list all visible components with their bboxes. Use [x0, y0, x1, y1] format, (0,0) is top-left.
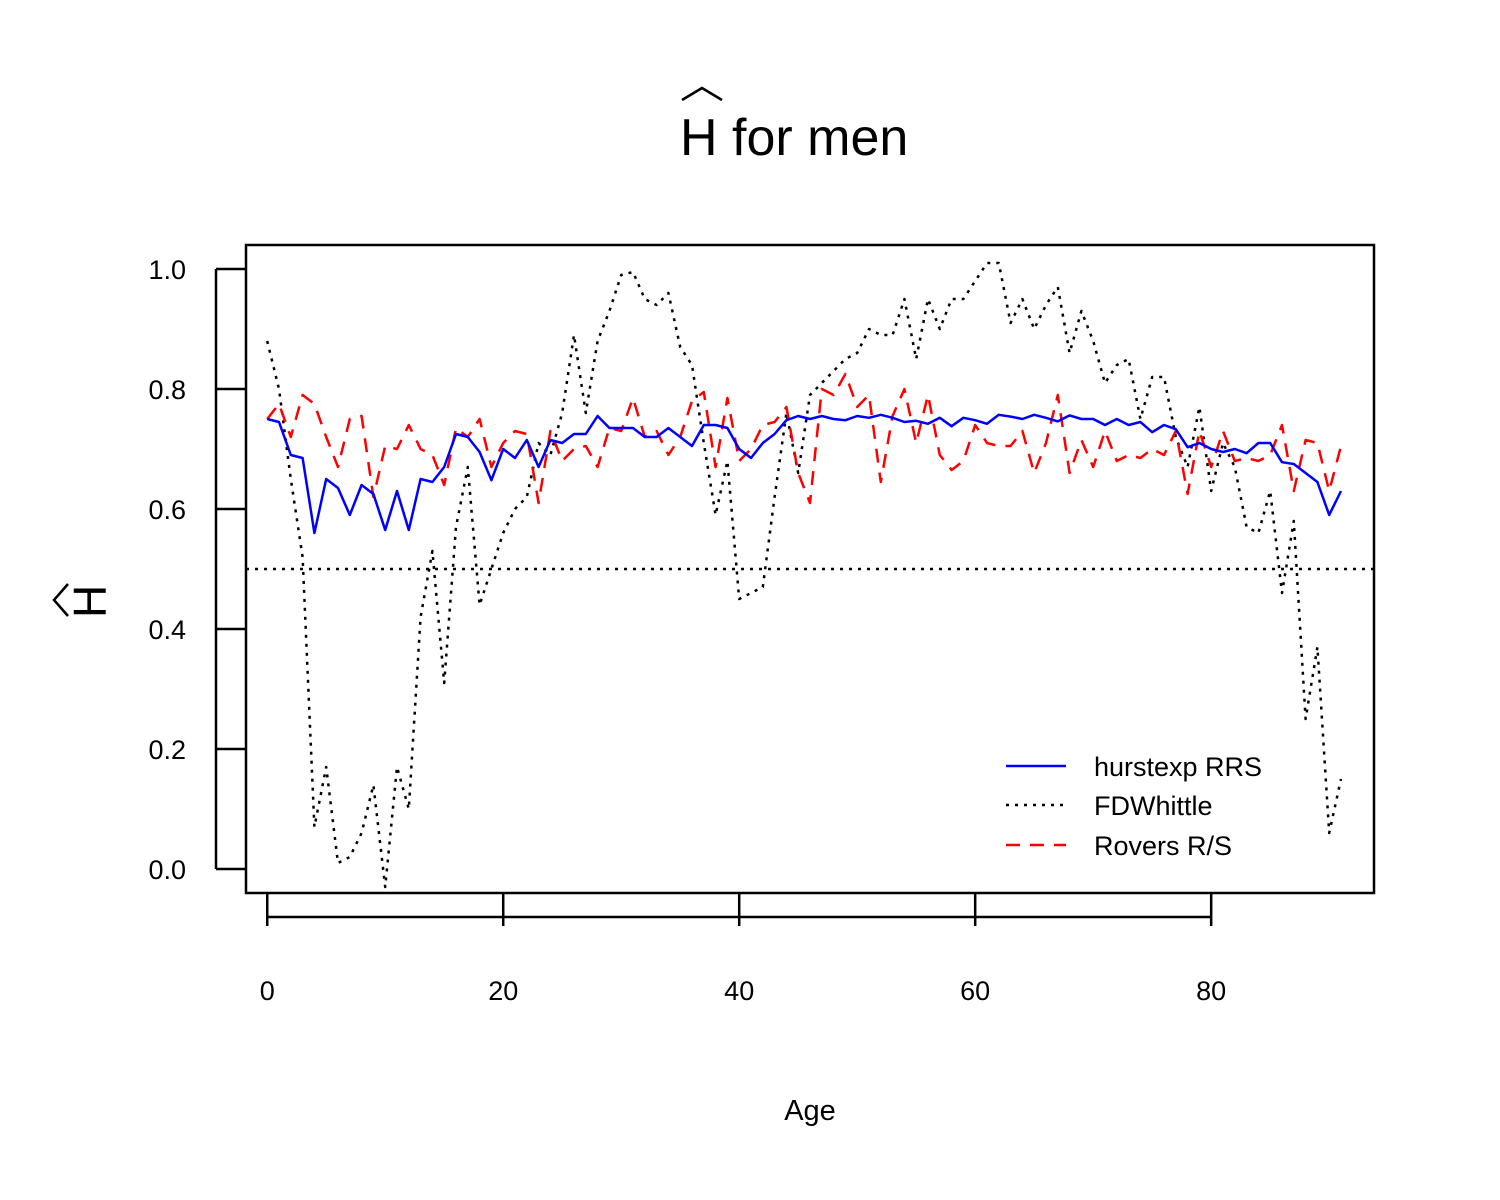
series-line-rovers-r-s	[266, 372, 1343, 505]
series-line-hurstexp-rrs	[266, 413, 1343, 535]
legend-label-hurstexp-rrs: hurstexp RRS	[1094, 752, 1262, 782]
y-tick-label: 0.8	[148, 375, 186, 405]
x-tick-label: 40	[724, 976, 754, 1006]
y-axis-hat-mark	[52, 583, 69, 617]
legend-label-fdwhittle: FDWhittle	[1094, 791, 1213, 821]
y-axis-title: H	[52, 583, 116, 618]
y-tick-label: 0.0	[148, 855, 186, 885]
title-hat-mark	[681, 86, 723, 102]
legend: hurstexp RRS FDWhittle Rovers R/S	[1006, 752, 1262, 861]
y-axis-title-text: H	[64, 585, 116, 618]
y-tick-label: 1.0	[148, 255, 186, 285]
y-tick-label: 0.2	[148, 735, 186, 765]
x-axis: 0 20 40 60 80	[260, 893, 1226, 1006]
x-tick-label: 60	[960, 976, 990, 1006]
legend-label-rovers-rs: Rovers R/S	[1094, 831, 1232, 861]
chart-title-text: H for men	[680, 109, 908, 167]
x-axis-title: Age	[784, 1095, 836, 1127]
x-tick-label: 0	[260, 976, 275, 1006]
y-axis: 0.0 0.2 0.4 0.6 0.8 1.0	[148, 255, 246, 885]
x-tick-label: 80	[1196, 976, 1226, 1006]
y-tick-label: 0.6	[148, 495, 186, 525]
series-line-fdwhittle	[265, 261, 1343, 889]
series-lines	[265, 261, 1343, 889]
y-tick-label: 0.4	[148, 615, 186, 645]
chart-title: H for men	[680, 86, 908, 167]
x-tick-label: 20	[488, 976, 518, 1006]
